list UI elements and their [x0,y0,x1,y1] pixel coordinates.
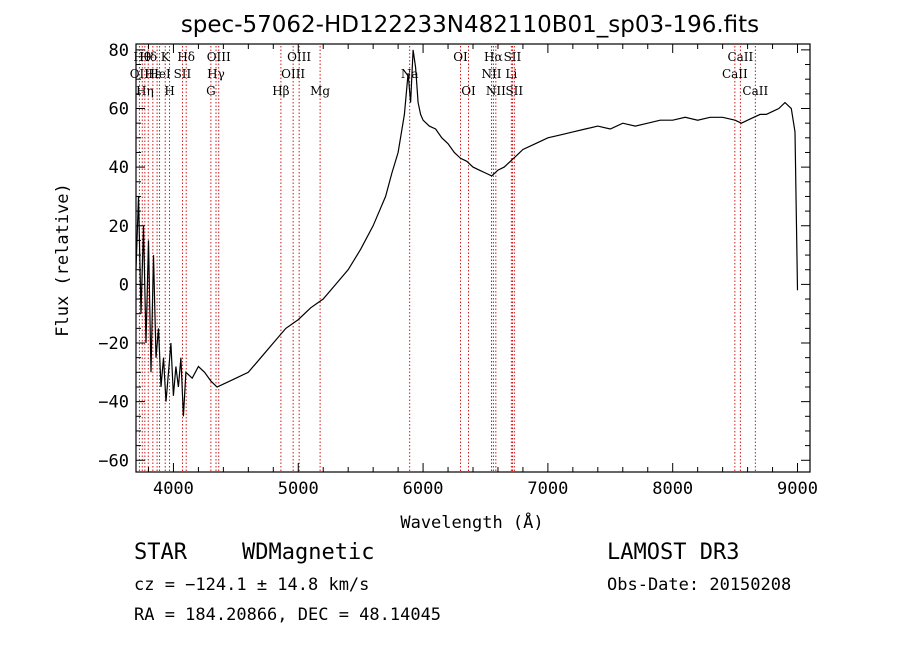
emission-line-label: Li [505,67,517,81]
emission-line-label: Hγ [207,67,225,81]
y-tick-label: −60 [98,451,129,471]
emission-line-label: CaII [722,67,748,81]
emission-line-label: Hθ [133,50,151,64]
emission-line-label: Hδ [177,50,195,64]
emission-line-labels: OIIHθHηHδHεHeIKHSIIHδGHγOIIIHβOIIIOIIIMg… [130,50,769,98]
x-axis-ticks: 4000 5000 6000 7000 8000 9000 [147,44,818,499]
chart-title: spec-57062-HD122233N482110B01_sp03-196.f… [181,12,759,38]
observation-date: Obs-Date: 20150208 [607,575,791,595]
emission-line-label: CaII [742,84,768,98]
x-tick-label: 7000 [527,479,568,499]
y-tick-label: 60 [109,99,129,119]
emission-line-label: SII [504,50,522,64]
emission-line-label: HeI [148,67,171,81]
y-tick-label: 20 [109,217,129,237]
emission-line-label: OIII [281,67,305,81]
y-axis-label: Flux (relative) [53,183,73,337]
y-axis-ticks: −60 −40 −20 0 20 40 60 80 [98,41,810,471]
emission-line-label: Hη [136,84,154,98]
y-tick-label: −40 [98,393,129,413]
redshift-velocity: cz = −124.1 ± 14.8 km/s [134,575,369,595]
emission-line-label: NII [481,67,501,81]
x-tick-label: 6000 [403,479,444,499]
emission-line-label: SII [174,67,192,81]
y-tick-label: 0 [119,275,129,295]
spectrum-series-line [135,49,799,417]
emission-line-label: K [161,50,171,64]
emission-line-label: Hα [484,50,503,64]
x-tick-label: 9000 [777,479,818,499]
emission-line-label: OI [453,50,468,64]
emission-line-label: H [164,84,174,98]
y-tick-label: −20 [98,334,129,354]
emission-line-label: SII [505,84,523,98]
emission-line-markers [138,46,756,472]
emission-line-label: NII [486,84,506,98]
x-tick-label: 8000 [652,479,693,499]
emission-line-label: Mg [310,84,330,98]
emission-line-label: OIII [207,50,231,64]
emission-line-label: Na [401,67,419,81]
emission-line-label: OIII [287,50,311,64]
emission-line-label: OI [461,84,476,98]
emission-line-label: G [206,84,216,98]
emission-line-label: Hε [145,67,162,81]
sky-coordinates: RA = 184.20866, DEC = 48.14045 [134,605,441,625]
emission-line-label: CaII [727,50,753,64]
y-tick-label: 40 [109,158,129,178]
object-class: STAR [134,540,188,565]
survey-name: LAMOST DR3 [607,540,739,565]
plot-frame [135,43,811,473]
y-tick-label: 80 [109,41,129,61]
emission-line-label: Hδ [139,50,157,64]
emission-line-label: OII [130,67,150,81]
x-tick-label: 5000 [278,479,319,499]
emission-line-label: Hβ [272,84,289,98]
x-axis-label: Wavelength (Å) [400,511,543,533]
x-tick-label: 4000 [153,479,194,499]
object-subclass: WDMagnetic [242,540,374,565]
